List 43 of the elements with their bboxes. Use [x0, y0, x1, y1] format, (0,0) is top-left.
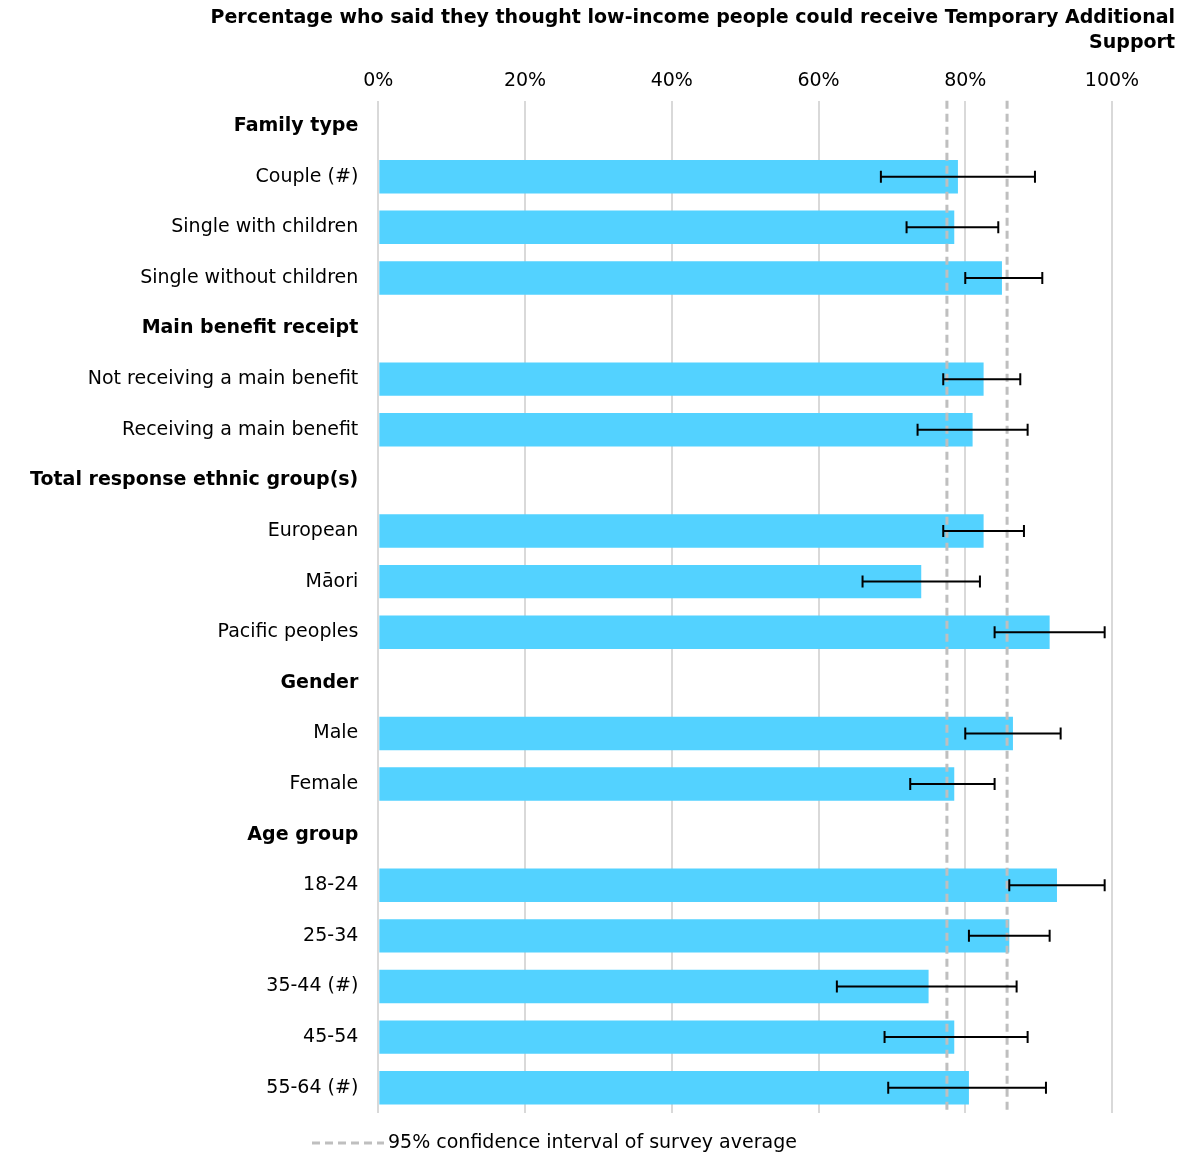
y-tick-label: 55-64 (#)	[266, 1074, 359, 1097]
bar	[379, 615, 1050, 649]
bar	[379, 716, 1013, 751]
x-tick-label: 100%	[1084, 68, 1140, 91]
x-tick-label: 40%	[650, 68, 693, 91]
y-tick-label: Couple (#)	[255, 163, 359, 186]
y-tick-label: Female	[289, 770, 359, 793]
y-tick-label: European	[267, 517, 359, 540]
y-tick-label: Single without children	[140, 264, 359, 287]
bar	[379, 868, 1057, 902]
bar	[379, 210, 955, 245]
bar	[379, 919, 1010, 953]
legend-label: 95% confidence interval of survey average	[388, 1129, 797, 1152]
bar	[379, 767, 955, 801]
bar	[379, 362, 984, 396]
y-tick-label: Not receiving a main benefit	[87, 366, 359, 389]
y-tick-label: Gender	[280, 669, 359, 692]
x-tick-label: 0%	[363, 68, 394, 91]
y-tick-label: 25-34	[303, 922, 359, 945]
bar	[379, 564, 922, 599]
y-tick-label: Pacific peoples	[217, 619, 359, 642]
bar	[379, 261, 1002, 295]
y-tick-label: Total response ethnic group(s)	[29, 467, 359, 490]
x-tick-label: 80%	[944, 68, 987, 91]
y-tick-label: 35-44 (#)	[266, 973, 359, 996]
x-tick-label: 60%	[797, 68, 840, 91]
bar	[379, 969, 929, 1004]
bar	[379, 160, 958, 194]
bar	[379, 1070, 969, 1105]
x-tick-label: 20%	[503, 68, 547, 91]
bar	[379, 413, 973, 447]
y-tick-label: 18-24	[303, 872, 359, 895]
y-tick-label: Age group	[247, 821, 359, 844]
y-tick-label: Māori	[305, 568, 359, 591]
bar	[379, 514, 984, 548]
y-tick-label: Single with children	[171, 214, 359, 237]
y-tick-label: Receiving a main benefit	[122, 416, 359, 439]
y-tick-label: Family type	[233, 113, 359, 136]
y-tick-label: Main benefit receipt	[141, 315, 359, 338]
chart-title: Percentage who said they thought low-income people could receive Temporary Additional Support	[209, 4, 1175, 54]
y-tick-label: 45-54	[303, 1024, 359, 1047]
y-tick-label: Male	[313, 720, 359, 743]
bar	[379, 1020, 955, 1054]
